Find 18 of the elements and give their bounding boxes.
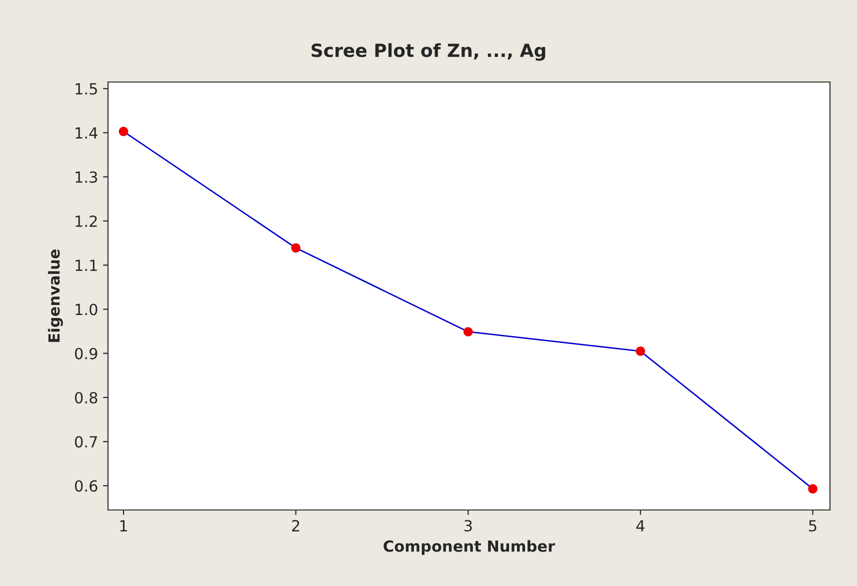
- x-tick-label: 2: [292, 520, 300, 532]
- y-tick-label: 1.1: [76, 260, 97, 271]
- y-tick-label: 1.3: [76, 171, 98, 183]
- y-tick-label: 1.2: [76, 215, 97, 227]
- y-tick-label: 0.6: [74, 480, 98, 492]
- chart-title: Scree Plot of Zn, ..., Ag: [312, 43, 546, 61]
- y-tick-label: 1.4: [76, 127, 98, 139]
- y-axis-title: Eigenvalue: [48, 249, 63, 342]
- y-tick-label: 0.7: [74, 436, 97, 448]
- x-tick-label: 5: [809, 520, 816, 532]
- y-tick-label: 0.9: [74, 348, 98, 360]
- x-tick-label: 4: [636, 520, 644, 532]
- x-tick-label: 1: [120, 520, 127, 532]
- y-tick-label: 1.5: [76, 83, 97, 95]
- x-tick-label: 3: [464, 520, 472, 532]
- y-tick-label: 1.0: [76, 304, 98, 316]
- y-tick-label: 0.8: [74, 392, 98, 404]
- x-axis-title: Component Number: [384, 540, 556, 555]
